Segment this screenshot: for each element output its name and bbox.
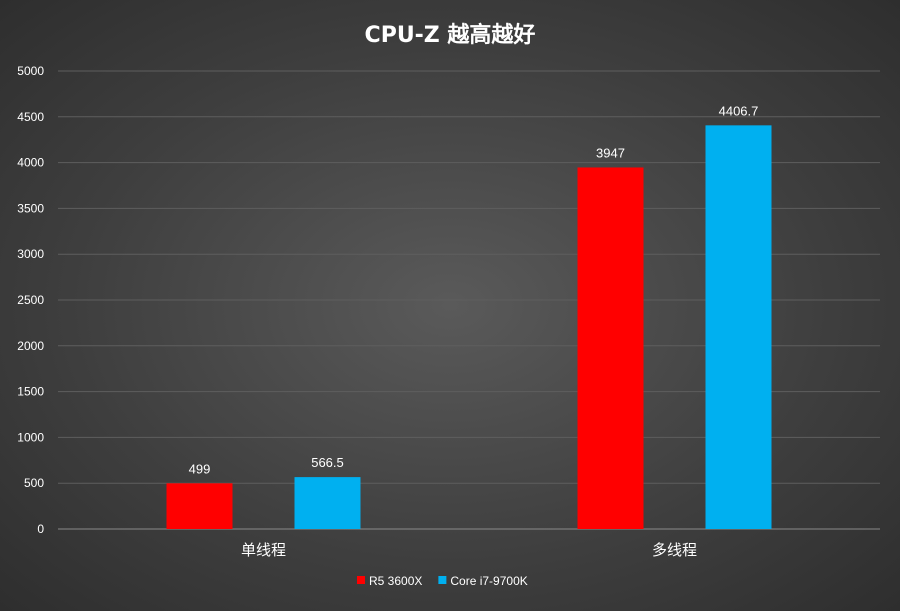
data-labels: 499 566.5 3947 4406.7 (189, 103, 759, 476)
x-tick-label: 单线程 (241, 541, 286, 559)
bars (166, 125, 772, 529)
data-label: 4406.7 (719, 103, 759, 118)
y-tick-label: 0 (37, 522, 44, 536)
data-label: 499 (189, 461, 211, 476)
bar (705, 125, 772, 529)
bar (577, 167, 644, 529)
bar (166, 483, 233, 529)
grid (58, 70, 880, 530)
legend-swatch (357, 576, 365, 584)
y-tick-label: 3500 (17, 201, 44, 215)
y-tick-label: 2000 (17, 339, 44, 353)
y-tick-label: 500 (24, 476, 44, 490)
y-tick-label: 4000 (17, 156, 44, 170)
y-tick-label: 5000 (17, 64, 44, 78)
legend-swatch (438, 576, 447, 584)
data-label: 566.5 (311, 455, 344, 470)
y-tick-label: 1000 (17, 430, 44, 444)
y-tick-label: 2500 (17, 293, 44, 307)
x-tick-label: 多线程 (652, 541, 697, 559)
chart-title: CPU-Z 越高越好 (365, 22, 536, 48)
y-tick-label: 4500 (17, 110, 44, 124)
legend-label: Core i7-9700K (450, 574, 527, 588)
x-axis: 单线程 多线程 (241, 541, 697, 559)
bar (294, 477, 361, 529)
legend-label: R5 3600X (369, 574, 422, 588)
legend: R5 3600X Core i7-9700K (357, 574, 528, 588)
y-axis: 0 500 1000 1500 2000 2500 3000 3500 4000 4500 5000 (17, 64, 44, 536)
data-label: 3947 (596, 145, 625, 160)
y-tick-label: 3000 (17, 247, 44, 261)
y-tick-label: 1500 (17, 385, 44, 399)
